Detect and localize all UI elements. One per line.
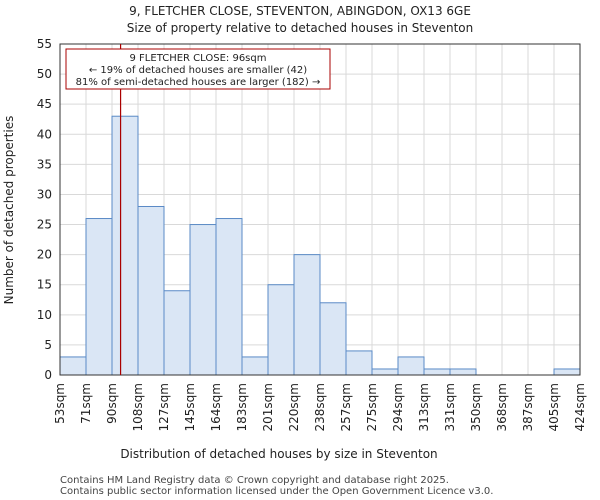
footer-line-1: Contains HM Land Registry data © Crown c… — [60, 475, 449, 486]
y-axis-label: Number of detached properties — [2, 116, 16, 305]
annotation-box: 9 FLETCHER CLOSE: 96sqm ← 19% of detache… — [65, 48, 331, 90]
x-tick-label: 220sqm — [287, 383, 301, 431]
y-tick-label: 10 — [37, 308, 52, 322]
x-tick-label: 201sqm — [261, 383, 275, 431]
x-tick-label: 368sqm — [495, 383, 509, 431]
chart-subtitle: Size of property relative to detached ho… — [127, 21, 473, 35]
y-tick-label: 30 — [37, 187, 52, 201]
y-tick-label: 55 — [37, 37, 52, 51]
histogram-bar — [553, 368, 581, 376]
y-tick-label: 5 — [44, 338, 52, 352]
x-tick-label: 127sqm — [157, 383, 171, 431]
x-tick-label: 71sqm — [79, 383, 93, 424]
x-tick-label: 90sqm — [105, 383, 119, 424]
x-tick-label: 313sqm — [417, 383, 431, 431]
x-axis-label: Distribution of detached houses by size … — [120, 447, 437, 461]
histogram-bar — [267, 284, 295, 376]
histogram-bar — [423, 368, 451, 376]
y-tick-label: 40 — [37, 127, 52, 141]
x-tick-label: 424sqm — [573, 383, 587, 431]
annotation-frame — [65, 48, 331, 90]
histogram-bar — [59, 356, 87, 376]
x-tick-label: 294sqm — [391, 383, 405, 431]
y-tick-label: 0 — [44, 368, 52, 382]
histogram-bar — [189, 224, 217, 376]
x-tick-label: 405sqm — [547, 383, 561, 431]
y-tick-label: 25 — [37, 218, 52, 232]
histogram-bar — [85, 218, 113, 376]
x-tick-label: 238sqm — [313, 383, 327, 431]
x-tick-label: 164sqm — [209, 383, 223, 431]
x-tick-label: 108sqm — [131, 383, 145, 431]
histogram-bar — [111, 115, 139, 376]
histogram-bar — [215, 218, 243, 376]
x-tick-label: 350sqm — [469, 383, 483, 431]
histogram-bar — [345, 350, 373, 376]
y-tick-label: 50 — [37, 67, 52, 81]
histogram-bar — [163, 290, 191, 376]
plot-frame — [59, 43, 581, 376]
chart-title: 9, FLETCHER CLOSE, STEVENTON, ABINGDON, … — [129, 4, 471, 18]
histogram-bar — [397, 356, 425, 376]
histogram-bar — [137, 205, 165, 376]
y-tick-label: 15 — [37, 278, 52, 292]
x-tick-label: 387sqm — [521, 383, 535, 431]
x-tick-label: 257sqm — [339, 383, 353, 431]
bars — [59, 115, 581, 376]
x-tick-label: 331sqm — [443, 383, 457, 431]
y-tick-label: 45 — [37, 97, 52, 111]
histogram-bar — [241, 356, 269, 376]
histogram-bar — [319, 302, 347, 376]
footer-line-2: Contains public sector information licen… — [60, 486, 493, 497]
histogram-bar — [371, 368, 399, 376]
y-tick-label: 35 — [37, 157, 52, 171]
x-axis-ticks: 53sqm 71sqm 90sqm 108sqm 127sqm 145sqm 164sqm 1… — [53, 383, 587, 431]
x-tick-label: 275sqm — [365, 383, 379, 431]
y-axis-ticks: 0 5 10 15 20 25 30 35 40 45 50 55 — [37, 37, 52, 382]
annotation-line-2: ← 19% of detached houses are smaller (42… — [89, 65, 307, 76]
annotation-line-1: 9 FLETCHER CLOSE: 96sqm — [130, 53, 267, 64]
x-tick-label: 145sqm — [183, 383, 197, 431]
histogram-bar — [449, 368, 477, 376]
x-tick-label: 183sqm — [235, 383, 249, 431]
y-tick-label: 20 — [37, 248, 52, 262]
histogram-bar — [293, 254, 321, 376]
annotation-line-3: 81% of semi-detached houses are larger (… — [76, 77, 321, 88]
x-tick-label: 53sqm — [53, 383, 67, 424]
